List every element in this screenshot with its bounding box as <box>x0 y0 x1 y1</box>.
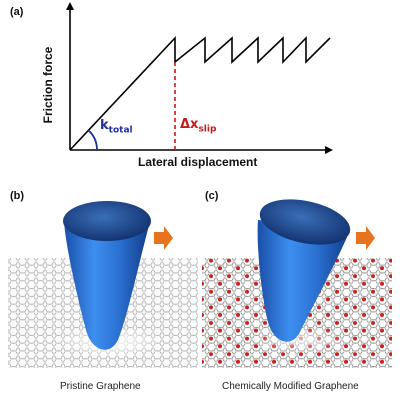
y-axis-label: Friction force <box>41 46 55 124</box>
k-total-arc <box>87 129 98 151</box>
panel-b-caption: Pristine Graphene <box>60 381 141 392</box>
motion-arrow-b <box>154 226 173 250</box>
afm-tip-pristine <box>64 218 150 350</box>
afm-tip-modified <box>257 220 350 342</box>
panel-b-label: (b) <box>10 190 25 202</box>
panel-c-illustration <box>202 199 392 368</box>
panel-c-caption: Chemically Modified Graphene <box>222 381 359 392</box>
afm-tip-pristine-top <box>63 201 151 241</box>
x-axis-label: Lateral displacement <box>138 155 258 169</box>
friction-plot <box>66 2 333 154</box>
delta-x-slip-label: Δxslip <box>180 117 217 135</box>
x-axis-arrow <box>325 146 333 154</box>
y-axis-arrow <box>66 2 74 10</box>
afm-tip-modified-top <box>259 199 351 245</box>
k-total-label: ktotal <box>100 118 133 136</box>
panel-a-label: (a) <box>10 6 24 18</box>
motion-arrow-c <box>356 226 375 250</box>
stick-slip-curve <box>69 35 331 151</box>
panel-c-label: (c) <box>205 190 219 202</box>
panel-b-illustration <box>8 201 198 368</box>
